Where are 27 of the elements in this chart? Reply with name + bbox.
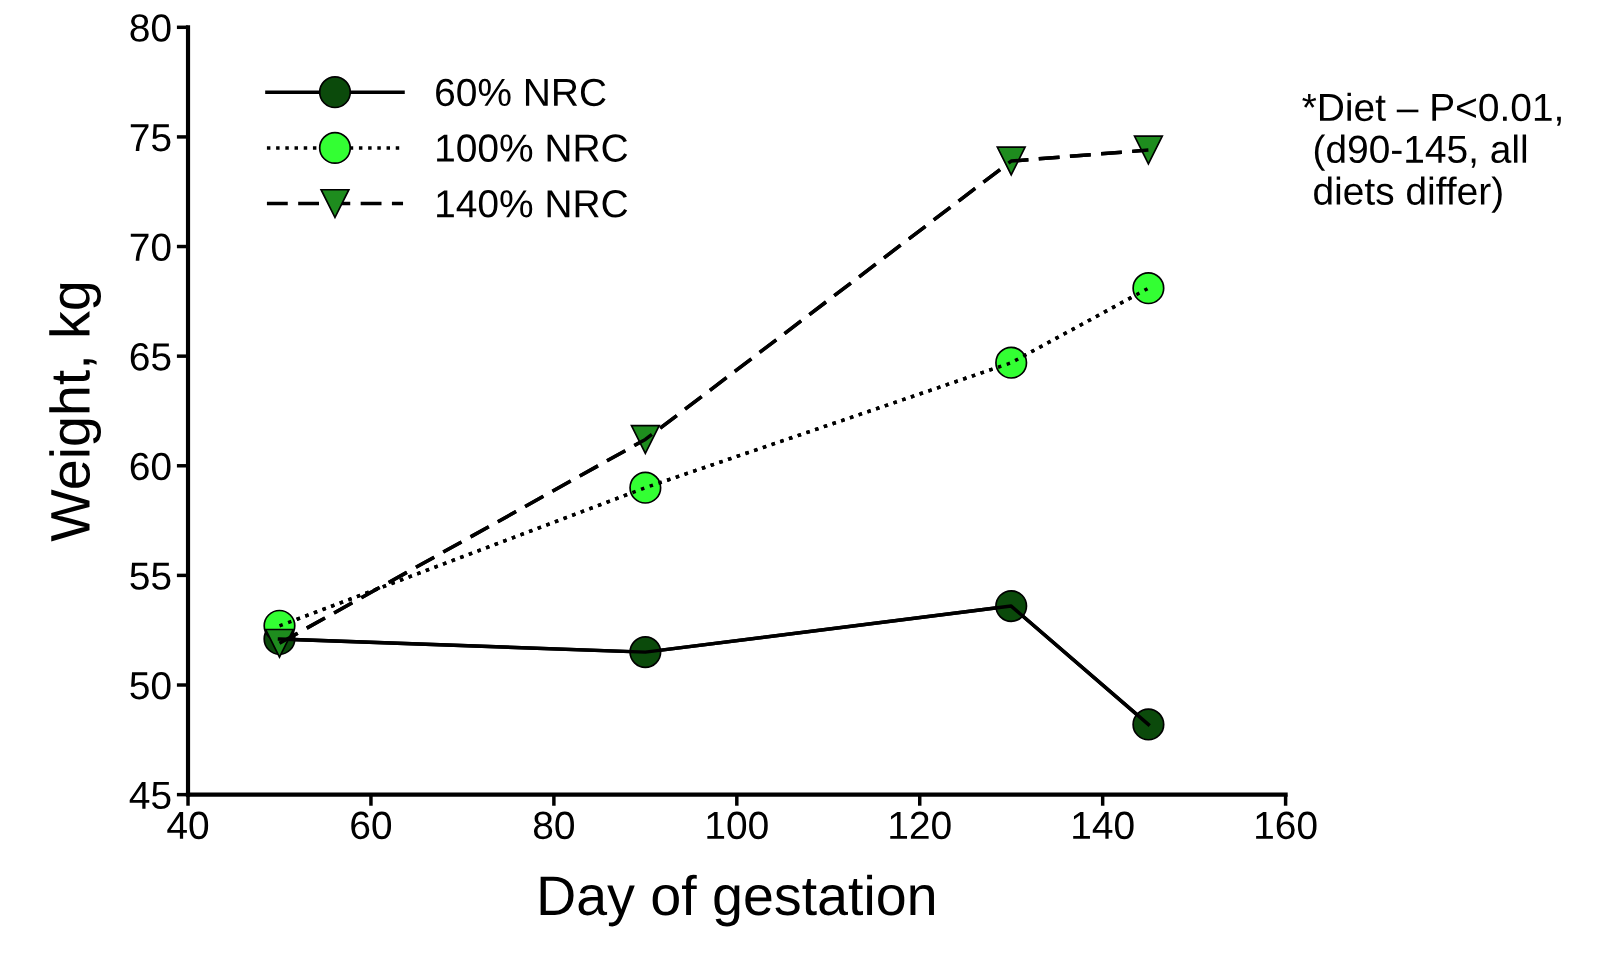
- point: [996, 146, 1026, 176]
- y-tick-label: 45: [129, 781, 171, 810]
- y-tick-label: 80: [130, 14, 171, 42]
- y-tick-label: 60: [130, 452, 171, 481]
- x-tick-label: 160: [1256, 811, 1317, 840]
- legend-label: 100% NRC: [437, 134, 628, 162]
- legend-label: 140% NRC: [437, 190, 628, 218]
- x-tick-label: 80: [533, 811, 574, 840]
- y-tick-label: 65: [130, 343, 171, 371]
- x-tick-label: 140: [1073, 811, 1134, 840]
- point: [1132, 708, 1165, 741]
- x-tick-label: 120: [890, 811, 951, 840]
- y-axis-title: Weight, kg: [49, 283, 102, 542]
- y-tick-label: 75: [130, 124, 171, 152]
- y-tick-label: 55: [130, 562, 171, 590]
- text: *Diet – P<0.01, (d90-145, all diets differ): [1302, 92, 1561, 213]
- y-tick-label: 50: [130, 671, 171, 700]
- point: [1133, 135, 1164, 165]
- x-axis-title: Day of gestation: [540, 874, 934, 927]
- x-tick-label: 40: [167, 811, 209, 840]
- point: [995, 346, 1028, 379]
- y-tick-label: 70: [130, 233, 171, 262]
- x-tick-label: 100: [707, 811, 768, 840]
- point: [1132, 272, 1165, 305]
- x-tick-label: 60: [351, 811, 392, 840]
- point: [629, 471, 662, 504]
- legend-label: 60% NRC: [436, 78, 606, 107]
